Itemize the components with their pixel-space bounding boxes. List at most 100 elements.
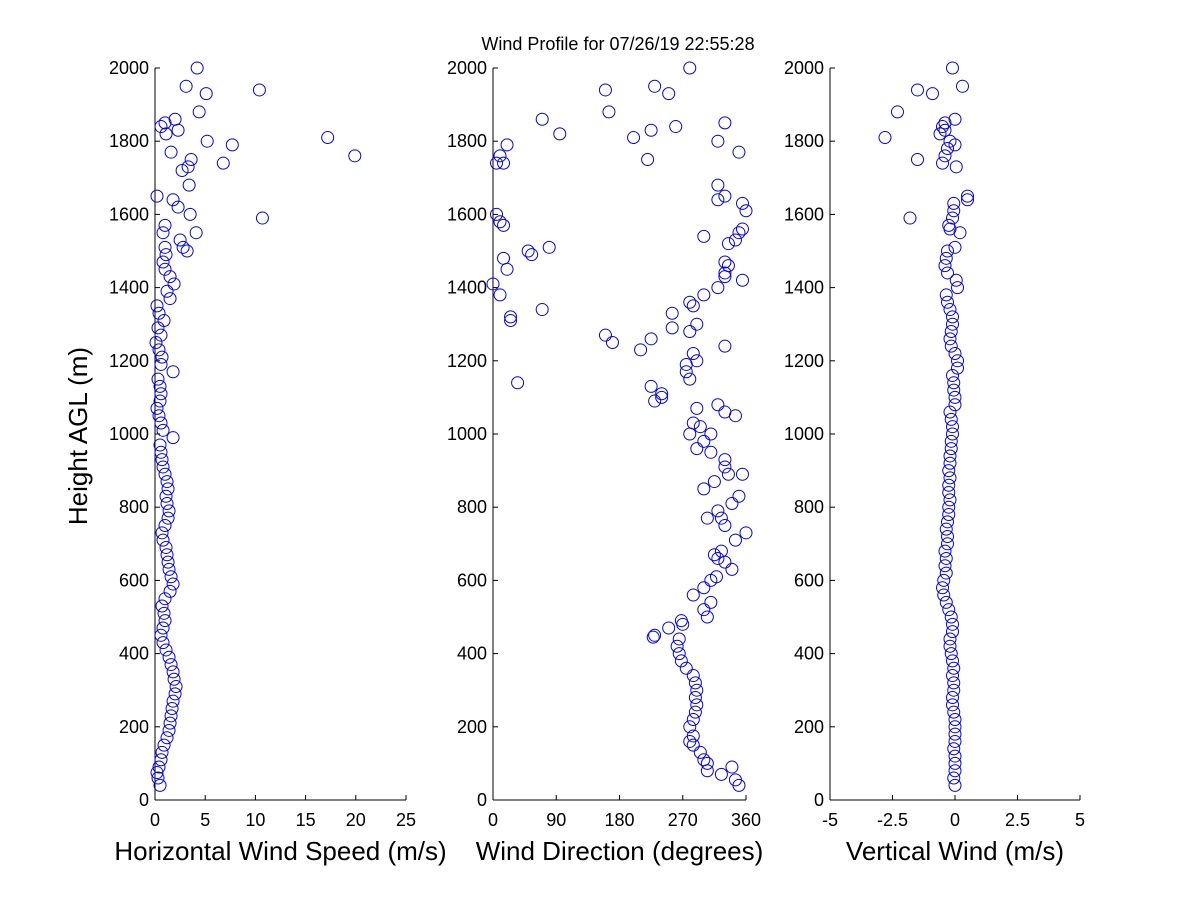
speed-data-point: [163, 270, 177, 284]
direction-data-point: [665, 306, 679, 320]
vertical-data-point: [947, 683, 961, 697]
direction-data-point: [718, 453, 732, 467]
direction-data-point: [644, 332, 658, 346]
direction-data-point: [709, 570, 723, 584]
direction-data-point: [504, 314, 518, 328]
direction-data-point: [732, 145, 746, 159]
vertical-data-point: [944, 610, 958, 624]
direction-data-point: [718, 460, 732, 474]
direction-data-point: [728, 773, 742, 787]
speed-data-point: [159, 540, 173, 554]
speed-data-point: [159, 127, 173, 141]
direction-data-point: [662, 87, 676, 101]
vertical-data-point: [943, 332, 957, 346]
vertical-data-point: [939, 288, 953, 302]
direction-data-point: [697, 482, 711, 496]
direction-data-point: [497, 218, 511, 232]
speed-data-point: [159, 489, 173, 503]
speed-data-point: [152, 343, 166, 357]
vertical-data-point: [941, 142, 954, 156]
direction-data-point: [725, 562, 739, 576]
speed-data-point: [176, 240, 190, 254]
speed-data-point: [166, 577, 180, 591]
speed-data-point: [158, 467, 172, 481]
direction-data-point: [669, 120, 683, 134]
vertical-data-point: [938, 544, 952, 558]
speed-data-point: [348, 149, 362, 163]
direction-data-point: [711, 178, 725, 192]
vertical-data-point: [938, 259, 952, 273]
vertical-data-point: [946, 654, 959, 668]
direction-data-point: [490, 207, 504, 221]
vertical-data-point: [948, 727, 962, 741]
speed-data-point: [184, 153, 198, 166]
vertical-data-point: [948, 712, 962, 726]
vertical-x-tick-label: 0: [950, 810, 960, 830]
speed-data-point: [160, 284, 174, 298]
direction-y-tick-label: 200: [457, 717, 487, 737]
direction-x-tick-label: 0: [488, 810, 498, 830]
speed-data-point: [183, 207, 197, 221]
vertical-data-point: [942, 500, 956, 514]
speed-data-point: [225, 138, 239, 152]
vertical-y-tick-label: 1000: [784, 424, 824, 444]
speed-data-point: [167, 672, 181, 686]
speed-data-point: [158, 116, 172, 130]
direction-data-point: [704, 595, 718, 609]
vertical-data-point: [942, 218, 956, 232]
direction-data-point: [683, 295, 697, 309]
vertical-data-point: [938, 116, 952, 130]
vertical-data-point: [943, 134, 957, 148]
speed-x-tick-label: 10: [245, 810, 265, 830]
speed-data-point: [153, 438, 167, 452]
horizontal-wind-speed-panel: 0 200 400 600 800 1000 1200 1400 1600 1800 2000 0 5 1…: [109, 58, 447, 866]
vertical-data-point: [944, 339, 958, 353]
speed-data-point: [163, 584, 177, 598]
vertical-x-axis-label: Vertical Wind (m/s): [846, 836, 1064, 866]
direction-data-point: [648, 628, 662, 642]
speed-data-point: [166, 694, 180, 708]
direction-data-point: [686, 416, 700, 430]
vertical-data-point: [951, 361, 964, 375]
vertical-data-point: [941, 515, 954, 529]
vertical-x-tick-label: 5: [1075, 810, 1085, 830]
speed-data-point: [153, 379, 167, 393]
vertical-data-point: [948, 346, 962, 360]
vertical-data-point: [938, 559, 952, 573]
vertical-data-point: [949, 273, 963, 287]
vertical-data-point: [942, 508, 956, 522]
direction-data-point: [721, 237, 735, 251]
speed-data-point: [150, 401, 164, 415]
direction-data-point: [644, 379, 658, 393]
direction-y-tick-label: 1800: [447, 131, 487, 151]
vertical-data-point: [942, 486, 956, 500]
direction-data-point: [697, 603, 711, 617]
direction-data-point: [700, 756, 714, 770]
vertical-data-point: [943, 471, 957, 485]
direction-data-point: [725, 497, 739, 511]
vertical-data-point: [937, 573, 951, 587]
vertical-data-point: [926, 87, 939, 101]
speed-data-point: [156, 636, 170, 650]
direction-data-point: [665, 321, 679, 335]
speed-data-point: [157, 314, 171, 328]
vertical-y-tick-label: 1400: [784, 278, 824, 298]
vertical-data-point: [938, 123, 952, 137]
speed-data-point: [153, 778, 167, 792]
direction-data-point: [655, 387, 669, 401]
speed-data-point: [156, 621, 170, 635]
vertical-data-point: [936, 156, 949, 170]
vertical-data-point: [939, 551, 953, 565]
speed-data-point: [155, 453, 169, 467]
direction-data-point: [674, 614, 688, 628]
vertical-data-point: [947, 705, 961, 719]
direction-data-point: [697, 753, 711, 767]
vertical-data-point: [949, 160, 963, 174]
vertical-data-point: [947, 661, 961, 675]
speed-data-point: [165, 702, 179, 715]
speed-y-tick-label: 1600: [109, 204, 149, 224]
vertical-data-point: [948, 390, 962, 404]
vertical-data-point: [936, 120, 949, 134]
speed-data-point: [150, 189, 164, 203]
